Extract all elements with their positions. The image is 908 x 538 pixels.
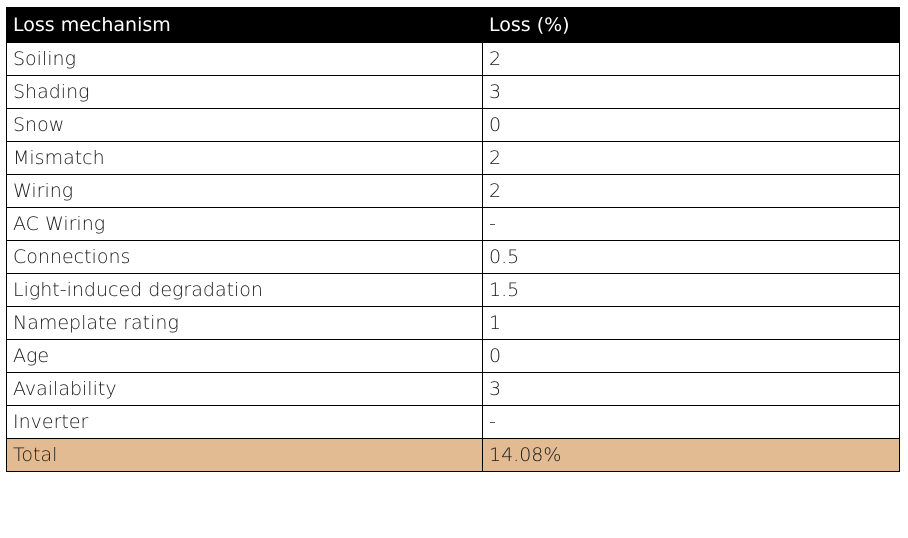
loss-cell: 0.5 — [482, 240, 900, 274]
mechanism-cell: Nameplate rating — [6, 306, 483, 340]
loss-cell: 1.5 — [482, 273, 900, 307]
mechanism-cell: Connections — [6, 240, 483, 274]
table-row: Snow 0 — [6, 108, 900, 142]
header-loss-mechanism: Loss mechanism — [6, 7, 483, 43]
loss-cell: - — [482, 405, 900, 439]
header-row: Loss mechanism Loss (%) — [6, 7, 900, 43]
mechanism-cell: Mismatch — [6, 141, 483, 175]
mechanism-cell: AC Wiring — [6, 207, 483, 241]
table-row: Soiling 2 — [6, 42, 900, 76]
total-row: Total 14.08% — [6, 438, 900, 472]
mechanism-cell: Wiring — [6, 174, 483, 208]
loss-cell: 2 — [482, 141, 900, 175]
mechanism-cell: Snow — [6, 108, 483, 142]
mechanism-cell: Age — [6, 339, 483, 373]
total-value: 14.08% — [482, 438, 900, 472]
mechanism-cell: Inverter — [6, 405, 483, 439]
table-row: Wiring 2 — [6, 174, 900, 208]
table-row: AC Wiring - — [6, 207, 900, 241]
loss-cell: 3 — [482, 372, 900, 406]
table-row: Nameplate rating 1 — [6, 306, 900, 340]
loss-cell: 2 — [482, 42, 900, 76]
table-row: Availability 3 — [6, 372, 900, 406]
loss-cell: 0 — [482, 339, 900, 373]
mechanism-cell: Soiling — [6, 42, 483, 76]
total-label: Total — [6, 438, 483, 472]
header-loss-percent: Loss (%) — [482, 7, 900, 43]
mechanism-cell: Light-induced degradation — [6, 273, 483, 307]
table-body: Soiling 2 Shading 3 Snow 0 Mismatch 2 Wi… — [6, 42, 900, 472]
loss-cell: - — [482, 207, 900, 241]
table-row: Inverter - — [6, 405, 900, 439]
table-row: Mismatch 2 — [6, 141, 900, 175]
loss-table: Loss mechanism Loss (%) Soiling 2 Shadin… — [6, 7, 900, 472]
loss-cell: 0 — [482, 108, 900, 142]
loss-cell: 2 — [482, 174, 900, 208]
mechanism-cell: Shading — [6, 75, 483, 109]
table-row: Connections 0.5 — [6, 240, 900, 274]
table-row: Shading 3 — [6, 75, 900, 109]
table-row: Light-induced degradation 1.5 — [6, 273, 900, 307]
table-header: Loss mechanism Loss (%) — [6, 7, 900, 43]
loss-cell: 1 — [482, 306, 900, 340]
table-row: Age 0 — [6, 339, 900, 373]
loss-cell: 3 — [482, 75, 900, 109]
mechanism-cell: Availability — [6, 372, 483, 406]
